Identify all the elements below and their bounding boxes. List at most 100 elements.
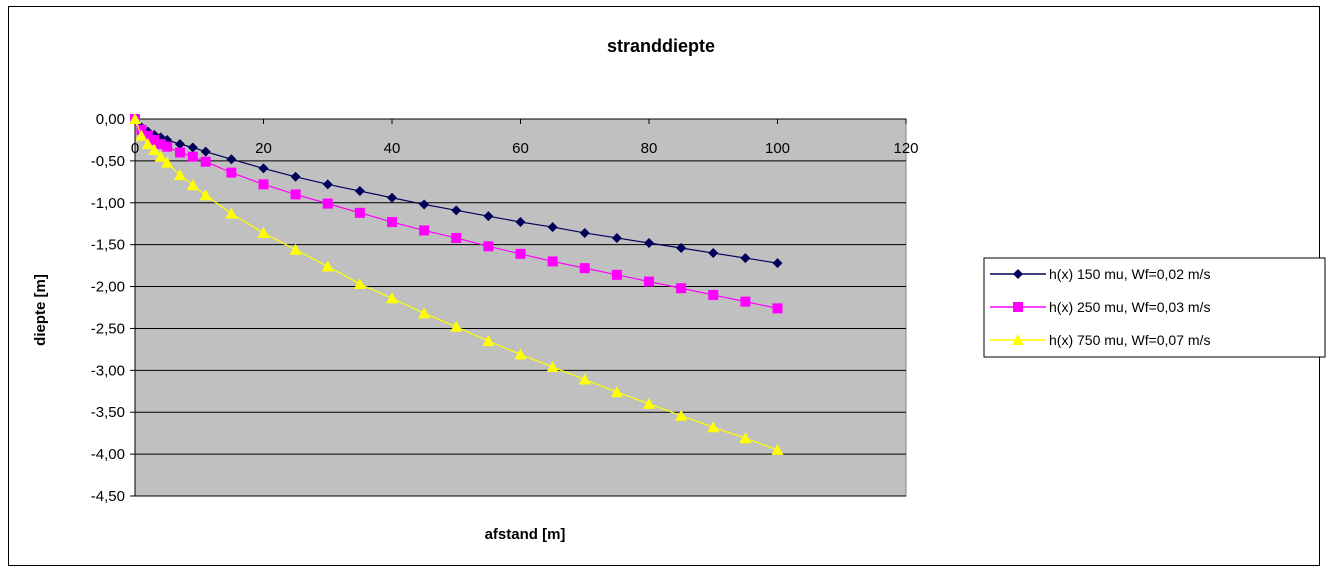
- data-point: [200, 146, 211, 157]
- data-point: [353, 278, 366, 290]
- data-point: [200, 156, 211, 167]
- legend-label: h(x) 750 mu, Wf=0,07 m/s: [1049, 332, 1210, 348]
- y-tick-label: -3,50: [91, 404, 125, 421]
- chart-title: stranddiepte: [607, 36, 715, 56]
- y-tick-label: -3,00: [91, 362, 125, 379]
- data-point: [483, 241, 494, 252]
- data-point: [644, 276, 654, 287]
- data-point: [322, 198, 333, 209]
- series-2: [130, 114, 783, 314]
- data-point: [547, 256, 558, 267]
- data-point: [644, 237, 654, 248]
- data-point: [148, 143, 161, 155]
- data-point: [419, 225, 430, 236]
- y-tick-label: 0,00: [96, 111, 125, 128]
- data-point: [707, 421, 720, 433]
- data-point: [386, 292, 398, 304]
- y-tick-label: -1,00: [91, 195, 125, 212]
- data-point: [515, 248, 526, 259]
- data-point: [387, 192, 397, 203]
- data-point: [187, 151, 198, 162]
- legend: h(x) 150 mu, Wf=0,02 m/s h(x) 250 mu, Wf=…: [983, 257, 1326, 358]
- data-point: [676, 243, 687, 254]
- data-point: [290, 189, 301, 200]
- x-axis-title: afstand [m]: [485, 526, 566, 543]
- data-point: [451, 232, 462, 243]
- legend-label: h(x) 250 mu, Wf=0,03 m/s: [1049, 299, 1210, 315]
- y-tick-label: -2,50: [91, 320, 125, 337]
- y-tick-label: -1,50: [91, 237, 125, 254]
- legend-item-1: h(x) 150 mu, Wf=0,02 m/s: [990, 266, 1210, 282]
- data-point: [675, 409, 688, 421]
- y-tick-label: -0,50: [91, 153, 125, 170]
- data-point: [174, 139, 185, 150]
- x-tick-label: 80: [641, 140, 658, 157]
- data-point: [173, 169, 186, 181]
- data-point: [771, 443, 784, 455]
- data-point: [149, 134, 160, 145]
- data-point: [740, 296, 751, 307]
- data-point: [772, 258, 783, 269]
- data-point: [387, 217, 397, 228]
- data-point: [515, 217, 526, 228]
- plot-area: [134, 118, 907, 497]
- y-tick-label: -4,50: [91, 488, 125, 505]
- data-point: [547, 222, 558, 233]
- legend-label: h(x) 150 mu, Wf=0,02 m/s: [1049, 266, 1210, 282]
- data-point: [289, 243, 302, 255]
- y-tick-label: -4,00: [91, 446, 125, 463]
- data-point: [321, 260, 334, 272]
- data-point: [258, 179, 269, 190]
- y-axis-title: diepte [m]: [32, 274, 49, 346]
- data-point: [578, 373, 591, 385]
- legend-marker: [1012, 334, 1024, 345]
- data-point: [579, 227, 590, 238]
- data-point: [186, 179, 199, 191]
- data-point: [708, 289, 719, 300]
- x-tick-label: 100: [765, 140, 790, 157]
- data-point: [258, 163, 269, 174]
- legend-item-2: h(x) 250 mu, Wf=0,03 m/s: [990, 299, 1210, 315]
- data-point: [418, 307, 431, 319]
- y-tick-label: -2,00: [91, 279, 125, 296]
- data-point: [739, 432, 752, 444]
- series-3: [129, 113, 784, 455]
- data-point: [129, 113, 141, 124]
- data-point: [708, 248, 719, 259]
- x-tick-label: 120: [893, 140, 918, 157]
- data-point: [322, 179, 333, 190]
- data-point: [161, 156, 174, 168]
- x-tick-label: 40: [384, 140, 401, 157]
- data-point: [611, 232, 622, 243]
- data-point: [226, 154, 237, 165]
- data-point: [611, 269, 622, 280]
- data-point: [740, 253, 751, 264]
- data-point: [155, 139, 166, 150]
- data-point: [610, 386, 623, 398]
- series-layer: [129, 113, 784, 455]
- data-point: [546, 360, 559, 372]
- data-point: [643, 397, 655, 409]
- data-point: [257, 226, 270, 238]
- data-point: [162, 141, 173, 152]
- data-point: [154, 150, 167, 162]
- x-tick-label: 60: [512, 140, 529, 157]
- data-point: [354, 186, 365, 197]
- data-point: [199, 189, 212, 201]
- x-tick-label: 20: [255, 140, 272, 157]
- data-point: [142, 130, 153, 141]
- data-point: [450, 320, 463, 332]
- data-point: [135, 129, 148, 141]
- y-axis-ticks: 0,00 -0,50 -1,00 -1,50 -2,00 -2,50 -3,00 -3,50 -…: [91, 111, 136, 505]
- data-point: [482, 335, 495, 347]
- legend-item-3: h(x) 750 mu, Wf=0,07 m/s: [990, 332, 1210, 348]
- data-point: [451, 205, 462, 216]
- data-point: [579, 263, 590, 274]
- data-point: [226, 167, 237, 178]
- data-point: [772, 303, 783, 314]
- data-point: [676, 283, 687, 294]
- legend-marker: [1013, 302, 1023, 312]
- data-point: [419, 199, 430, 210]
- data-point: [141, 138, 154, 150]
